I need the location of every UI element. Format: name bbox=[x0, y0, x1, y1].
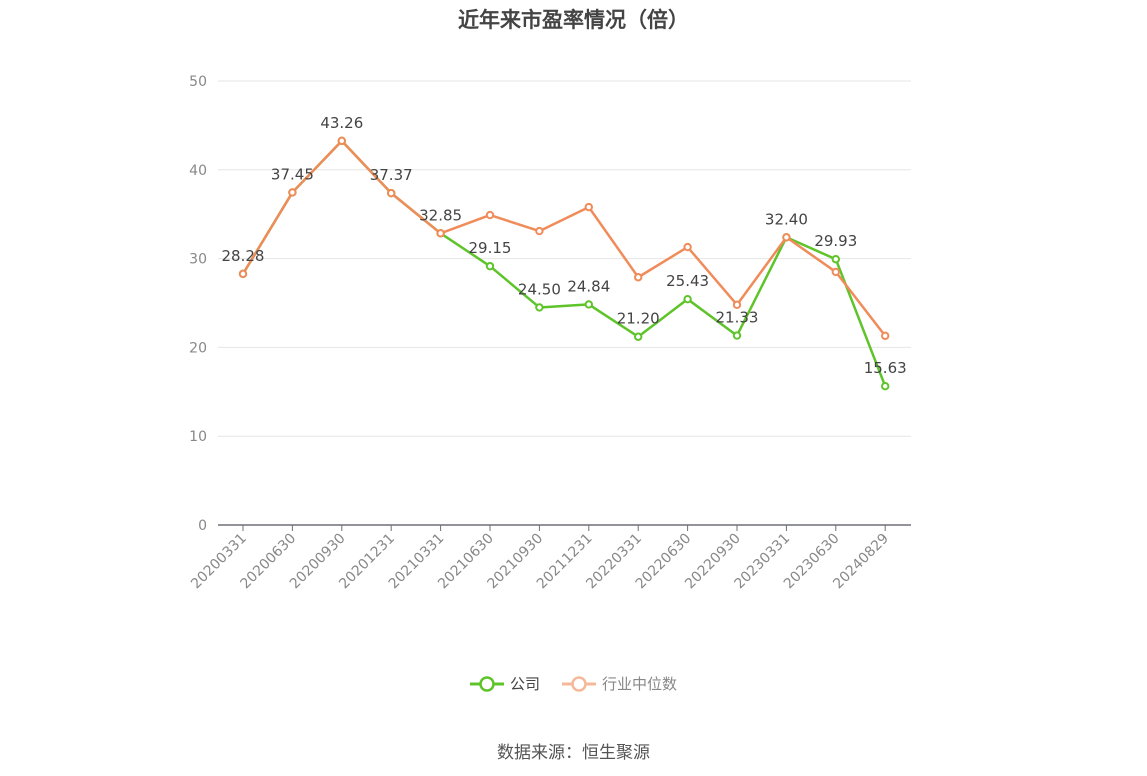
y-tick-label: 20 bbox=[189, 340, 207, 356]
data-point bbox=[584, 300, 593, 309]
data-point bbox=[436, 229, 445, 238]
data-point bbox=[831, 255, 840, 264]
series-line-1 bbox=[241, 139, 887, 337]
legend-marker-company bbox=[469, 675, 504, 692]
data-point bbox=[831, 267, 840, 277]
data-point bbox=[732, 331, 742, 340]
data-label: 25.43 bbox=[666, 272, 709, 290]
data-point bbox=[634, 332, 643, 341]
data-point bbox=[782, 233, 791, 242]
chart-title: 近年来市盈率情况（倍） bbox=[458, 8, 689, 32]
data-label: 24.84 bbox=[567, 277, 610, 295]
data-label: 43.26 bbox=[320, 114, 363, 132]
data-label: 21.20 bbox=[617, 310, 660, 328]
data-point bbox=[387, 188, 396, 198]
series-lines bbox=[241, 139, 887, 387]
grid-lines bbox=[218, 80, 911, 437]
data-point bbox=[683, 294, 692, 304]
data-point bbox=[732, 300, 742, 309]
legend-marker-industry bbox=[562, 675, 596, 692]
data-point bbox=[634, 273, 643, 282]
data-point bbox=[238, 269, 248, 279]
y-tick-label: 0 bbox=[198, 518, 207, 534]
y-tick-label: 30 bbox=[189, 252, 207, 268]
data-label: 28.28 bbox=[222, 247, 265, 265]
data-point bbox=[485, 261, 495, 271]
legend: 公司 行业中位数 bbox=[0, 673, 1147, 694]
legend-item-company[interactable]: 公司 bbox=[469, 673, 540, 694]
y-tick-label: 50 bbox=[189, 74, 207, 90]
data-labels: 28.28 37.45 43.26 37.37 32.85 29.15 24.50 24.84… bbox=[222, 114, 907, 377]
data-point bbox=[683, 242, 692, 252]
data-source: 数据来源：恒生聚源 bbox=[497, 743, 650, 763]
y-tick-label: 40 bbox=[189, 163, 207, 179]
data-label: 29.93 bbox=[814, 232, 857, 250]
data-point bbox=[535, 226, 544, 236]
data-label: 32.85 bbox=[419, 206, 462, 224]
data-label: 21.33 bbox=[716, 309, 759, 327]
data-label: 32.40 bbox=[765, 210, 808, 228]
data-label: 37.45 bbox=[271, 165, 314, 183]
y-tick-label: 10 bbox=[189, 429, 207, 445]
data-points bbox=[238, 136, 890, 391]
legend-label-company: 公司 bbox=[509, 675, 540, 693]
legend-item-industry[interactable]: 行业中位数 bbox=[562, 673, 677, 694]
data-point bbox=[288, 188, 297, 197]
data-label: 24.50 bbox=[518, 280, 561, 298]
data-point bbox=[881, 331, 890, 341]
data-point bbox=[337, 136, 346, 146]
legend-label-industry: 行业中位数 bbox=[602, 675, 678, 693]
data-point bbox=[584, 202, 593, 212]
series-line-0 bbox=[241, 139, 887, 387]
data-point bbox=[485, 210, 495, 220]
data-label: 29.15 bbox=[469, 239, 512, 257]
data-label: 15.63 bbox=[864, 359, 907, 377]
data-point bbox=[535, 303, 544, 312]
data-point bbox=[881, 382, 890, 391]
axes: 0102030405020200331202006302020093020201… bbox=[188, 74, 911, 592]
data-label: 37.37 bbox=[370, 166, 413, 184]
